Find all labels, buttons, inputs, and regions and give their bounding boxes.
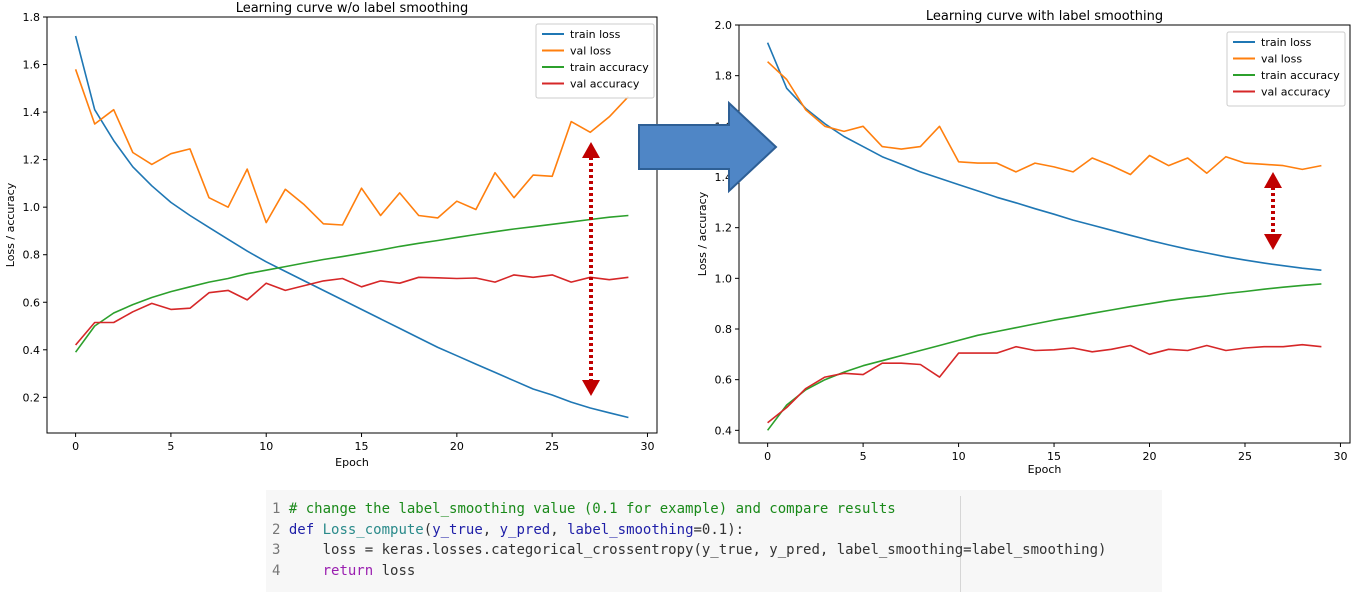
y-tick-label: 0.2 bbox=[23, 391, 41, 404]
series-line-train-loss bbox=[74, 35, 629, 419]
x-tick-label: 15 bbox=[355, 440, 369, 453]
code-line: 3 loss = keras.losses.categorical_crosse… bbox=[272, 540, 1106, 560]
x-tick-label: 20 bbox=[1143, 450, 1157, 463]
legend-box bbox=[1226, 31, 1346, 107]
charts-canvas: Learning curve w/o label smoothingEpochL… bbox=[4, 1, 1351, 476]
y-tick-label: 0.6 bbox=[23, 296, 41, 309]
code-token: y_true bbox=[432, 521, 483, 538]
code-line: 1 # change the label_smoothing value (0.… bbox=[272, 499, 896, 519]
series-line-val-loss bbox=[767, 61, 1322, 176]
code-cell-divider bbox=[960, 496, 961, 592]
x-tick-label: 0 bbox=[764, 450, 771, 463]
y-tick-label: 1.8 bbox=[715, 70, 733, 83]
right-arrow bbox=[638, 100, 778, 194]
x-tick-label: 25 bbox=[545, 440, 559, 453]
legend-label: val loss bbox=[1261, 53, 1302, 66]
series-line-train-accuracy bbox=[766, 283, 1322, 431]
legend: train loss val loss train accuracy val accu… bbox=[1226, 31, 1346, 107]
code-token: return bbox=[280, 562, 382, 579]
y-tick-label: 0.6 bbox=[715, 374, 733, 387]
series-line-val-accuracy bbox=[74, 274, 629, 346]
line-number: 1 bbox=[272, 501, 281, 517]
code-token: loss bbox=[381, 562, 416, 579]
series-line-val-loss bbox=[74, 69, 629, 226]
legend-label: val accuracy bbox=[1261, 86, 1331, 99]
code-token: label_smoothing bbox=[567, 521, 694, 538]
x-tick-label: 15 bbox=[1047, 450, 1061, 463]
x-tick-label: 25 bbox=[1238, 450, 1252, 463]
code-token: =0.1): bbox=[693, 521, 745, 538]
double-arrow-right bbox=[1264, 172, 1282, 250]
x-tick-label: 5 bbox=[860, 450, 867, 463]
x-tick-label: 10 bbox=[259, 440, 273, 453]
arrowhead-up bbox=[1264, 172, 1282, 188]
code-token: Loss_compute bbox=[322, 521, 424, 538]
code-line: 4 return loss bbox=[272, 561, 415, 581]
code-token: ( bbox=[423, 521, 433, 538]
y-tick-label: 0.4 bbox=[23, 344, 41, 357]
legend-box bbox=[535, 23, 655, 99]
y-axis-label: Loss / accuracy bbox=[696, 191, 709, 276]
y-tick-label: 1.2 bbox=[23, 154, 41, 167]
line-number: 4 bbox=[272, 562, 281, 579]
code-token: loss = keras.losses.categorical_crossent… bbox=[280, 542, 1107, 558]
legend-label: val loss bbox=[570, 45, 611, 58]
legend-label: val accuracy bbox=[570, 78, 640, 91]
legend-label: train loss bbox=[570, 28, 621, 41]
code-token: , bbox=[482, 521, 500, 538]
chart-2: Learning curve with label smoothing Epoch… bbox=[696, 9, 1351, 476]
y-tick-label: 0.4 bbox=[715, 424, 733, 437]
arrowhead-down bbox=[582, 380, 600, 396]
line-number: 2 bbox=[272, 521, 281, 538]
y-tick-label: 1.0 bbox=[23, 201, 41, 214]
legend-label: train loss bbox=[1261, 36, 1312, 49]
chart-title: Learning curve w/o label smoothing bbox=[236, 1, 469, 16]
y-tick-label: 1.4 bbox=[23, 106, 41, 119]
arrowhead-up bbox=[582, 142, 600, 158]
double-arrow-left bbox=[582, 142, 600, 396]
x-tick-label: 30 bbox=[1333, 450, 1347, 463]
y-tick-label: 0.8 bbox=[715, 323, 733, 336]
line-number: 3 bbox=[272, 542, 281, 558]
code-token: def bbox=[280, 521, 323, 538]
code-cell[interactable]: 1 # change the label_smoothing value (0.… bbox=[266, 490, 1162, 592]
x-tick-label: 5 bbox=[167, 440, 174, 453]
y-tick-label: 1.0 bbox=[715, 272, 733, 285]
code-token: , bbox=[550, 521, 568, 538]
y-tick-label: 2.0 bbox=[715, 19, 733, 32]
y-tick-label: 1.4 bbox=[715, 171, 733, 184]
series-line-val-accuracy bbox=[767, 343, 1322, 424]
y-axis-label: Loss / accuracy bbox=[4, 182, 17, 267]
y-tick-label: 0.8 bbox=[23, 249, 41, 262]
chart-1: Learning curve w/o label smoothing Epoch L… bbox=[4, 1, 658, 469]
series-line-train-accuracy bbox=[74, 214, 629, 353]
x-axis-label: Epoch bbox=[1028, 463, 1062, 476]
y-tick-label: 1.8 bbox=[23, 11, 41, 24]
code-token: y_pred bbox=[499, 521, 551, 538]
y-tick-label: 1.2 bbox=[715, 222, 733, 235]
x-tick-label: 20 bbox=[450, 440, 464, 453]
code-token: # change the label_smoothing value (0.1 … bbox=[280, 501, 896, 517]
x-tick-label: 30 bbox=[640, 440, 654, 453]
legend-label: train accuracy bbox=[1261, 69, 1340, 82]
legend-label: train accuracy bbox=[570, 61, 649, 74]
x-tick-label: 0 bbox=[72, 440, 79, 453]
x-tick-label: 10 bbox=[952, 450, 966, 463]
chart-title: Learning curve with label smoothing bbox=[926, 9, 1163, 24]
legend: train loss val loss train accuracy val accu… bbox=[535, 23, 655, 99]
code-line: 2 def Loss_compute(y_true, y_pred, label… bbox=[272, 520, 744, 540]
series-line-train-loss bbox=[766, 42, 1322, 271]
y-tick-label: 1.6 bbox=[23, 59, 41, 72]
x-axis-label: Epoch bbox=[335, 456, 369, 469]
arrowhead-down bbox=[1264, 234, 1282, 250]
